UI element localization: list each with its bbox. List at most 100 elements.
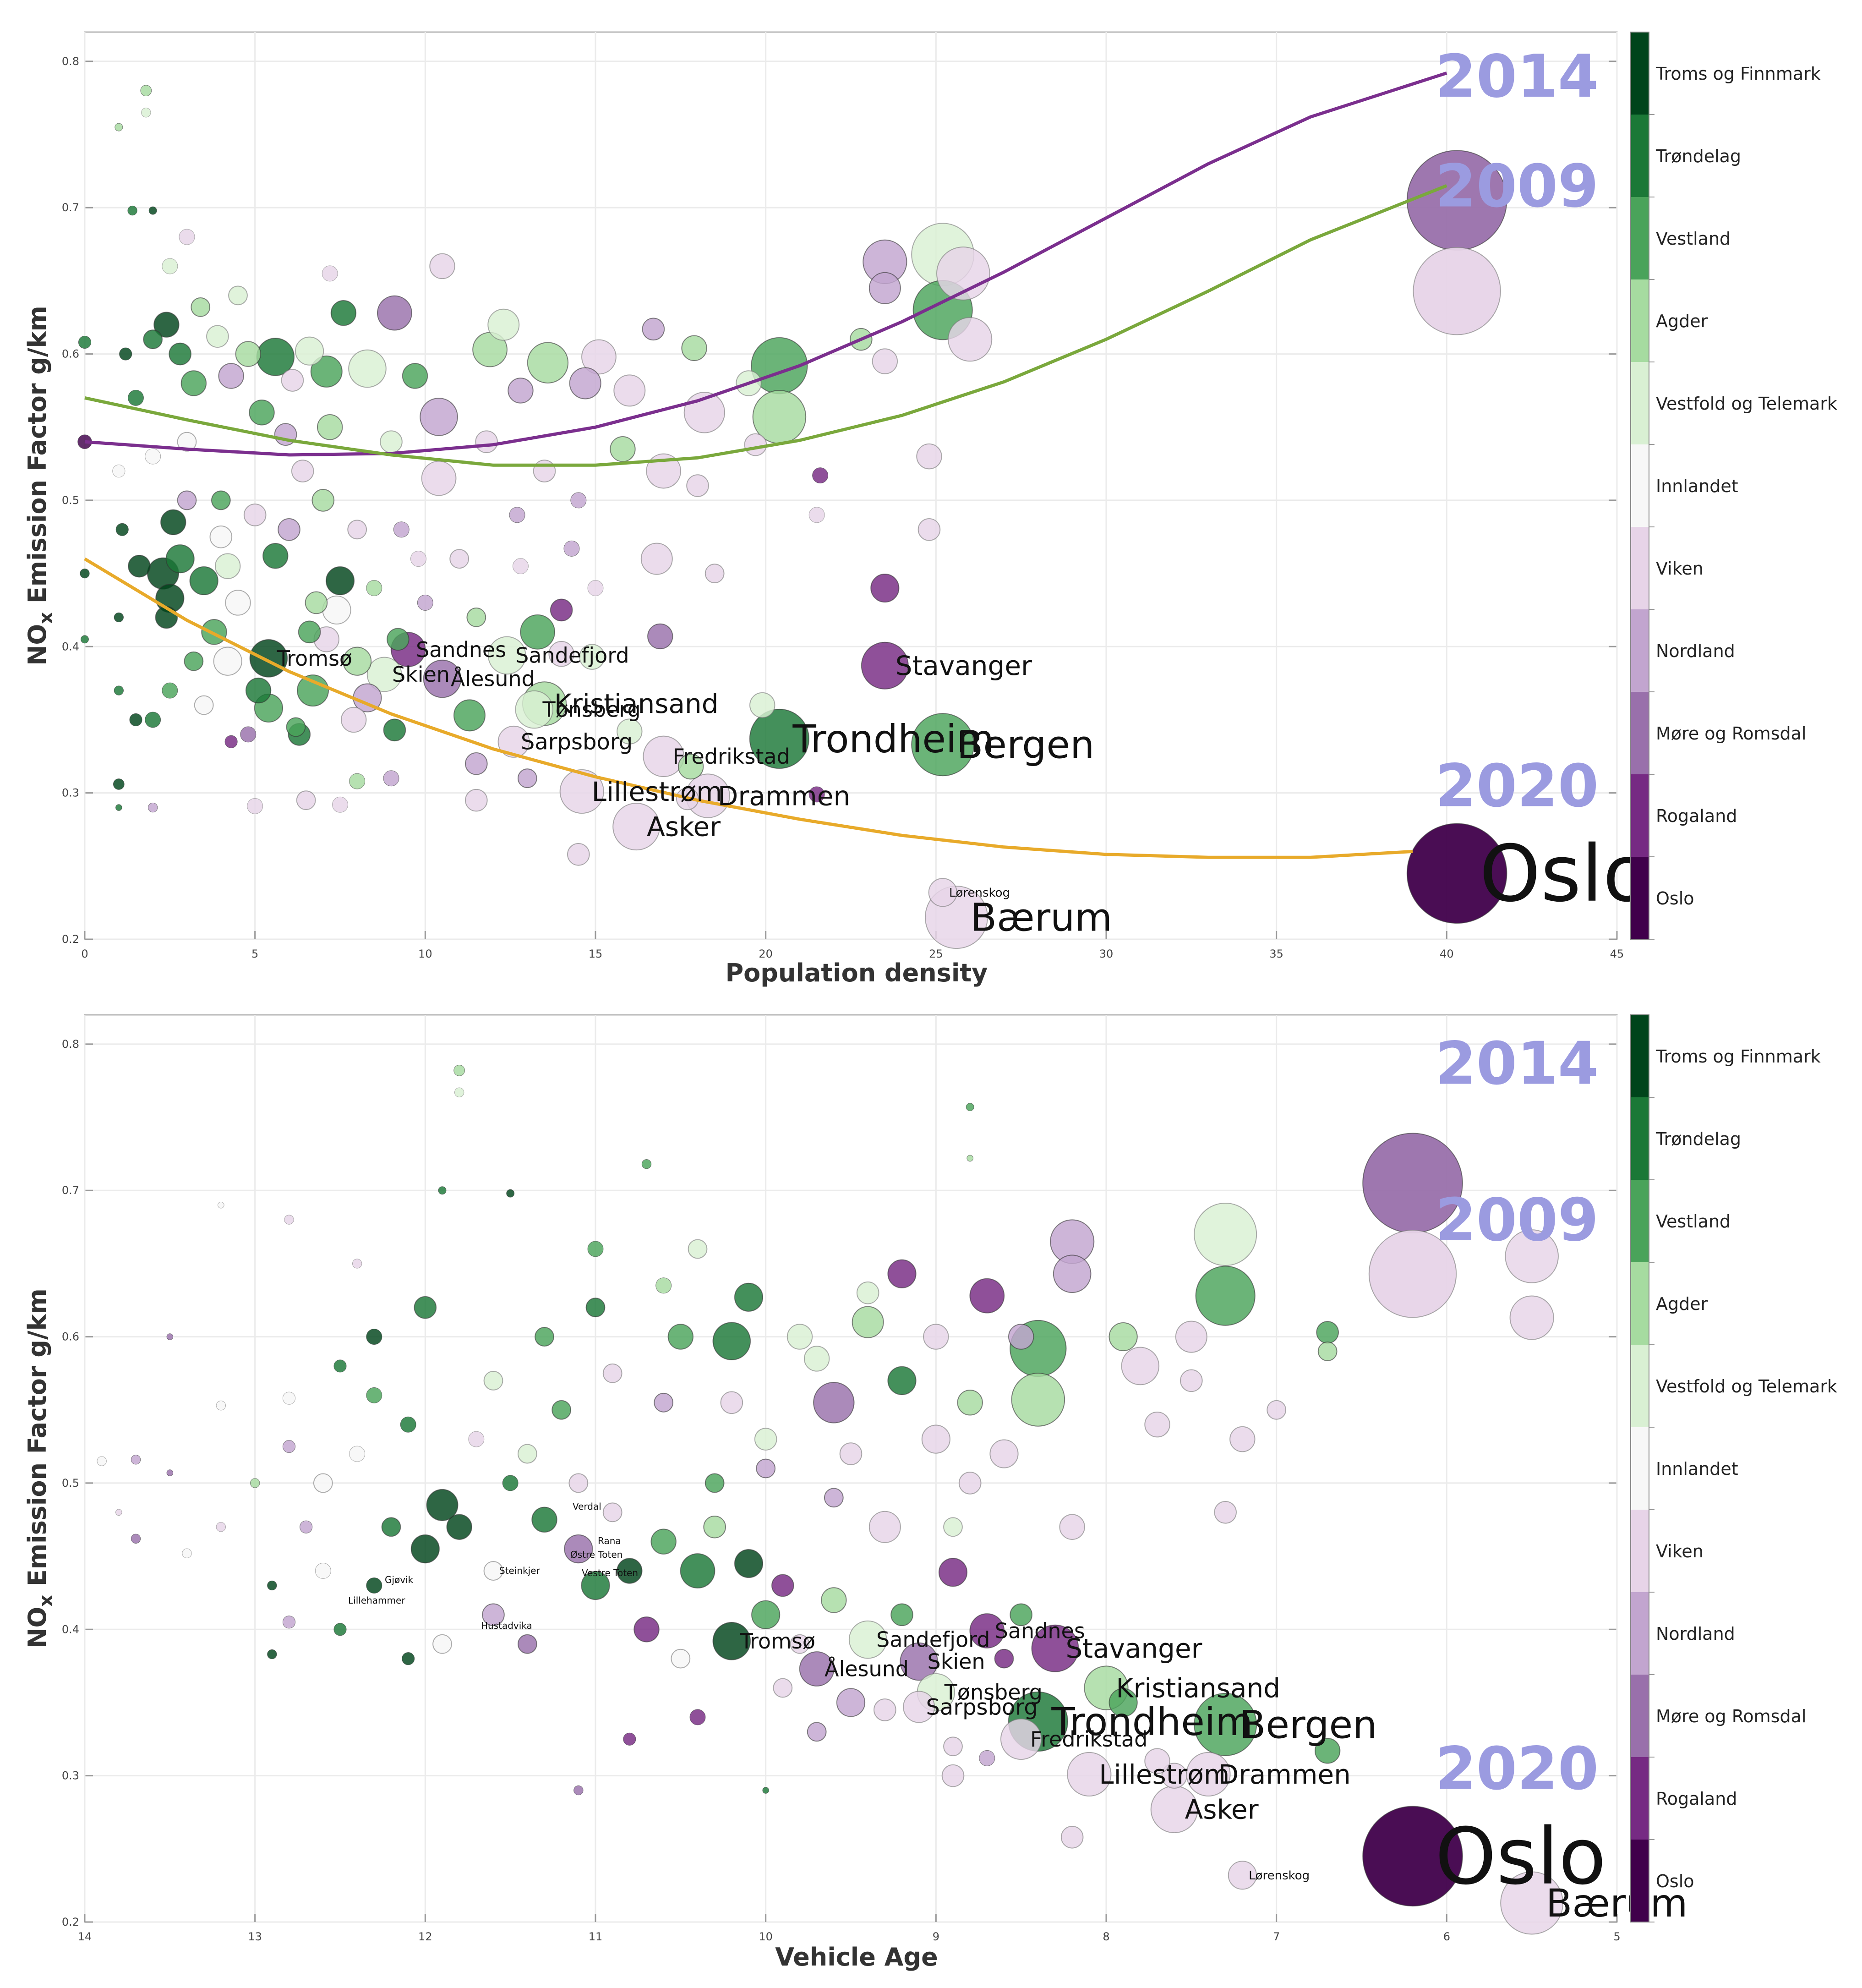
data-point-viken [1060,1825,1084,1849]
data-point-agder [317,414,343,440]
data-point-viken [872,348,898,374]
data-point-vestfold-og-telemark [487,308,520,341]
data-point-oslo [1406,823,1507,924]
data-point-agder [527,342,569,383]
x-tick-label: 35 [1269,947,1283,960]
data-point-nordland [218,363,244,389]
data-point-vestfold-og-telemark [162,258,178,274]
data-point-viken [720,1391,743,1414]
city-label-fredrikstad: Fredrikstad [673,744,790,769]
data-point-nordland [517,768,537,789]
data-point-viken [874,1698,896,1721]
colorbar-label-vestfold-og-telemark: Vestfold og Telemark [1656,394,1837,414]
data-point-vestland [201,619,227,645]
colorbar-swatch-agder [1631,1262,1649,1345]
x-tick-label: 20 [759,947,773,960]
city-label-asker: Asker [1185,1794,1259,1825]
data-point-vestland [520,614,556,650]
colorbar-label-troms-og-finnmark: Troms og Finnmark [1655,1046,1821,1067]
data-point-innlandet [194,695,214,715]
data-point-vestfold-og-telemark [749,692,775,718]
y-tick-label: 0.4 [62,1623,79,1636]
data-point-trondelag [762,1787,769,1794]
city-label-drammen: Drammen [1218,1759,1351,1790]
data-point-vestland [402,363,428,389]
data-point-troms-og-finnmark [115,523,129,536]
data-point-nordland [570,492,587,509]
data-point-nordland [420,398,458,436]
data-point-viken [808,507,825,523]
data-point-rogaland [771,1574,794,1597]
colorbar-label-vestland: Vestland [1656,1211,1731,1232]
data-point-vestland [587,1241,604,1257]
data-point-viken [1509,1295,1554,1340]
data-point-rogaland [689,1709,706,1725]
data-point-vestland [297,674,329,707]
data-point-trondelag [502,1475,519,1491]
data-point-viken [179,229,195,245]
data-point-more-og-romsdal [564,1534,593,1564]
data-point-rogaland [994,1648,1014,1669]
colorbar-swatch-agder [1631,279,1649,362]
data-point-vestland [298,620,321,644]
data-point-vestland [641,1159,652,1169]
data-point-viken [341,706,367,733]
data-point-nordland [282,1440,296,1453]
data-point-more-og-romsdal [131,1533,141,1544]
colorbar-swatch-innlandet [1631,444,1649,527]
data-point-trondelag [165,544,195,574]
data-point-rogaland [623,1732,636,1746]
data-point-vestland [890,1603,913,1627]
data-point-viken [613,374,646,407]
data-point-vestfold-og-telemark [943,1517,963,1537]
year-label-2014: 2014 [1436,43,1599,111]
data-point-viken [352,1259,362,1269]
y-axis-title: NOx Emission Factor g/km [23,306,57,666]
data-point-nordland [509,507,525,523]
data-point-viken [1180,1369,1203,1392]
data-point-viken [1000,1718,1042,1760]
data-point-rogaland [550,598,573,622]
data-point-viken [410,551,426,567]
x-tick-label: 7 [1273,1930,1280,1943]
y-axis-title-no: NO [23,1607,52,1648]
data-point-rogaland [969,1278,1005,1314]
data-point-vestfold-og-telemark [295,336,324,366]
city-label-sarpsborg: Sarpsborg [926,1694,1037,1720]
y-tick-labels: 0.2 0.3 0.4 0.5 0.6 0.7 0.8 [62,55,79,946]
data-point-viken [332,796,348,813]
colorbar-swatch-oslo [1631,857,1649,940]
city-label-tromso: Tromsø [740,1629,815,1654]
data-point-viken [1121,1347,1160,1386]
trend-line-2020 [84,557,1413,859]
data-point-troms-og-finnmark [366,1577,382,1594]
grid [84,1015,1618,1923]
data-point-agder [235,341,261,367]
y-tick-label: 0.2 [62,1916,79,1928]
colorbar-label-rogaland: Rogaland [1656,1789,1737,1809]
colorbar-swatch-innlandet [1631,1427,1649,1510]
data-point-trondelag [712,1322,751,1360]
year-label-2014: 2014 [1436,1030,1599,1098]
data-point-troms-og-finnmark [712,1622,751,1660]
y-tick-labels: 0.2 0.3 0.4 0.5 0.6 0.7 0.8 [62,1038,79,1928]
data-point-trondelag [680,1553,715,1588]
year-label-2020: 2020 [1436,752,1599,821]
scatter-points [77,85,1507,949]
data-point-agder [655,1277,672,1294]
place-label-hustadvika: Hustadvika [481,1620,532,1631]
city-label-fredrikstad: Fredrikstad [1030,1727,1147,1752]
data-point-viken [497,725,530,758]
y-tick-label: 0.6 [62,348,79,361]
data-point-trondelag [189,566,218,596]
data-point-agder [191,297,211,317]
data-point-innlandet [216,1400,226,1411]
data-point-troms-og-finnmark [80,568,90,579]
data-point-trondelag [585,1298,606,1318]
data-point-troms-og-finnmark [128,554,151,578]
chart-population-density: 0.2 0.3 0.4 0.5 0.6 0.7 0.8 0 5 10 15 20 25 30 35 40 45… [23,31,1837,987]
x-tick-label: 10 [418,947,432,960]
data-point-viken [943,1736,963,1757]
data-point-viken [1175,1320,1207,1353]
y-tick-label: 0.3 [62,1769,79,1782]
